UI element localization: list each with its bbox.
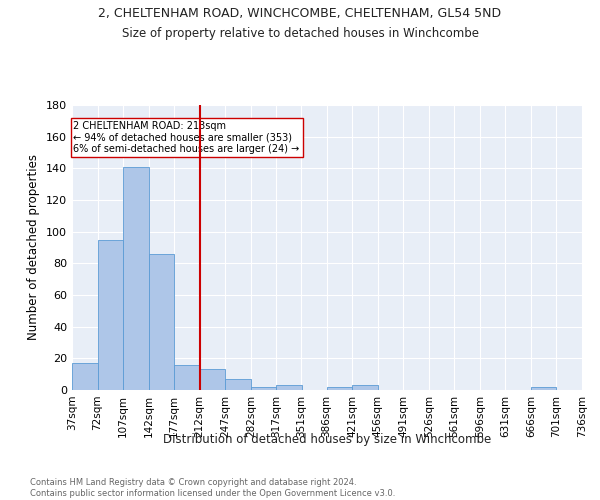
Bar — [326, 387, 352, 390]
Bar — [149, 254, 174, 390]
Bar — [123, 167, 149, 390]
Bar — [531, 387, 556, 390]
Bar — [251, 387, 276, 390]
Text: 2, CHELTENHAM ROAD, WINCHCOMBE, CHELTENHAM, GL54 5ND: 2, CHELTENHAM ROAD, WINCHCOMBE, CHELTENH… — [98, 8, 502, 20]
Text: 2 CHELTENHAM ROAD: 213sqm
← 94% of detached houses are smaller (353)
6% of semi-: 2 CHELTENHAM ROAD: 213sqm ← 94% of detac… — [73, 121, 300, 154]
Bar — [225, 379, 251, 390]
Bar — [174, 364, 200, 390]
Text: Contains HM Land Registry data © Crown copyright and database right 2024.
Contai: Contains HM Land Registry data © Crown c… — [30, 478, 395, 498]
Bar — [276, 385, 302, 390]
Bar — [352, 385, 378, 390]
Bar — [200, 370, 225, 390]
Text: Size of property relative to detached houses in Winchcombe: Size of property relative to detached ho… — [121, 28, 479, 40]
Text: Distribution of detached houses by size in Winchcombe: Distribution of detached houses by size … — [163, 432, 491, 446]
Bar — [72, 363, 98, 390]
Y-axis label: Number of detached properties: Number of detached properties — [28, 154, 40, 340]
Bar — [98, 240, 123, 390]
